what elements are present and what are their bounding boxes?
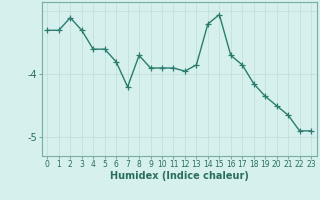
X-axis label: Humidex (Indice chaleur): Humidex (Indice chaleur) (110, 171, 249, 181)
